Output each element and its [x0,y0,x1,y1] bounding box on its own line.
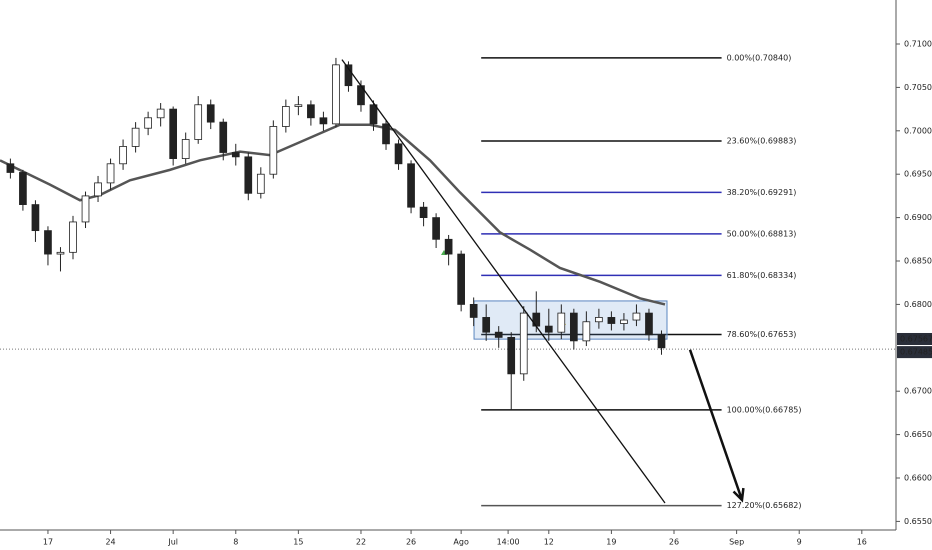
candle-body [657,334,666,349]
candle-body [244,156,253,194]
fib-label: 38.20%(0.69291) [727,188,797,197]
candle-body [81,195,90,223]
candle-body [382,123,390,145]
candle-body [444,238,453,255]
x-tick-label: 14:00 [497,538,520,547]
fib-label: 0.00%(0.70840) [727,53,792,62]
candle-body [544,325,553,333]
candle-body [319,117,328,125]
price-label: 0.67485 [900,348,932,357]
candle-body [332,64,340,125]
candle-body [206,104,215,123]
fib-label: 127.20%(0.65682) [727,501,802,510]
candle-body [231,152,240,158]
candle-body [394,143,403,165]
candle-body [432,217,440,240]
candle-body [582,321,591,342]
candle-body [256,173,265,194]
x-tick-label: 12 [544,538,554,547]
candle-body [219,121,228,153]
x-tick-label: 26 [406,538,416,547]
fib-label: 61.80%(0.68334) [727,271,797,280]
price-label: 0.67567 [900,334,932,343]
x-tick-label: 19 [606,538,616,547]
candle-body [307,104,315,119]
x-tick-label: 17 [43,538,53,547]
candle-body [494,331,503,338]
fib-label: 50.00%(0.68813) [727,229,797,238]
candle-body [457,253,465,305]
candle-body [482,317,491,333]
candle-body [144,117,152,129]
candle-body [131,127,140,147]
x-tick-label: 8 [233,538,238,547]
candle-body [6,163,15,173]
candle-body [19,172,27,205]
x-tick-label: 26 [669,538,679,547]
candle-body [507,336,516,375]
moving-average [0,123,666,306]
candle-body [557,312,566,333]
price-label-box [897,332,932,345]
candle-body [595,317,603,323]
x-tick-label: Sep [729,538,744,547]
fib-label: 100.00%(0.66785) [727,405,802,414]
candle-body [56,251,65,255]
candle-body [106,163,115,184]
fib-label: 78.60%(0.67653) [727,330,797,339]
fib-label: 23.60%(0.69883) [727,136,797,145]
x-tick-label: 9 [797,538,802,547]
candle-body [344,64,353,87]
candle-body [607,317,616,324]
candle-body [119,146,127,165]
candle-body [194,104,203,140]
trendline [341,59,666,504]
candle-body [569,312,578,342]
candle-body [620,319,628,324]
y-tick-label: 0.65500 [904,517,932,526]
candle-body [419,206,428,219]
x-tick-label: Ago [453,538,469,547]
candle-body [469,304,478,318]
candle-body [519,312,528,375]
candle-body [44,230,52,255]
candle-body [532,312,541,327]
candle-body [31,204,40,232]
x-tick-label: 16 [857,538,867,547]
candle-body [282,106,290,127]
candle-body [169,108,178,159]
candle-body [369,104,378,125]
candle-body [407,163,415,208]
candle-body [294,104,303,107]
candle-body [181,139,190,159]
arrow [688,349,745,503]
candle-body [269,126,278,175]
candle-body [645,312,653,336]
candle-body [94,182,102,197]
x-tick-label: 24 [105,538,115,547]
x-tick-label: 22 [356,538,366,547]
x-tick-label: Jul [167,538,178,547]
candle-body [632,312,641,321]
x-tick-label: 15 [293,538,303,547]
price-label-box [897,346,932,359]
candle-body [69,221,77,253]
candle-body [156,108,165,119]
